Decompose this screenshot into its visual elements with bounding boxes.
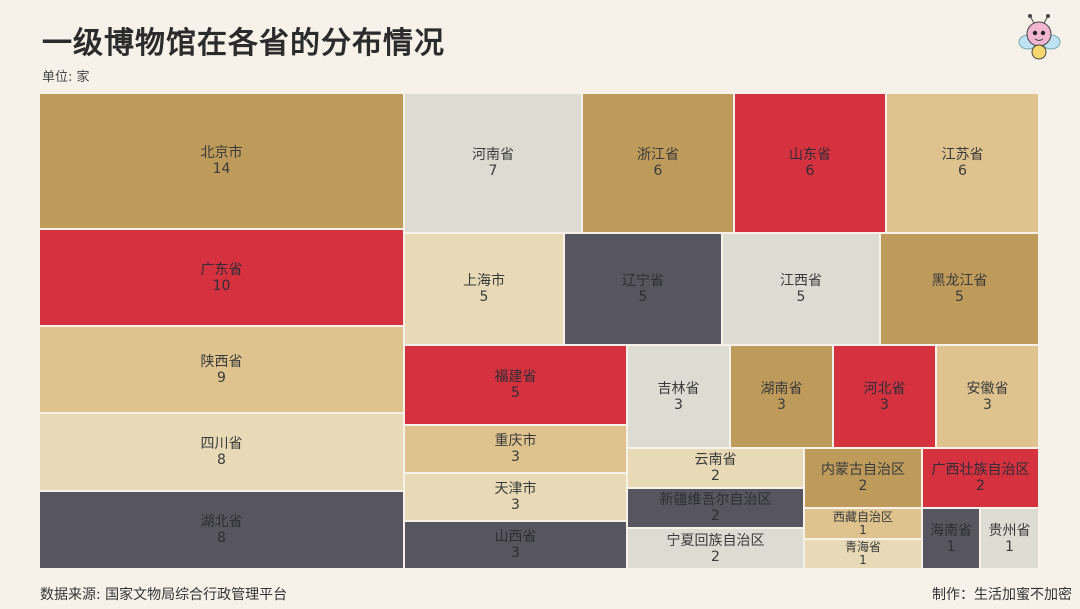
- tile-value: 3: [777, 396, 786, 413]
- tile-label: 青海省: [844, 540, 881, 554]
- tile-value: 2: [711, 548, 720, 565]
- treemap-tile: 辽宁省 5: [565, 234, 723, 346]
- treemap-tile: 云南省 2: [628, 449, 805, 489]
- tile-label: 湖南省: [760, 380, 803, 397]
- treemap-tile: 山东省 6: [735, 94, 887, 234]
- tile-label: 北京市: [200, 145, 243, 161]
- tile-value: 6: [653, 163, 663, 179]
- tile-label: 浙江省: [637, 147, 679, 163]
- tile-label: 黑龙江省: [931, 273, 988, 289]
- treemap-tile: 北京市 14: [40, 94, 405, 230]
- tile-label: 陕西省: [200, 353, 243, 370]
- tile-label: 上海市: [463, 273, 505, 289]
- tile-value: 2: [976, 478, 985, 494]
- tile-label: 江苏省: [941, 147, 984, 163]
- treemap-tile: 重庆市 3: [405, 426, 628, 474]
- tile-value: 14: [212, 161, 231, 177]
- treemap-tile: 海南省 1: [923, 509, 981, 570]
- tile-value: 5: [638, 289, 648, 305]
- chart-title: 一级博物馆在各省的分布情况: [42, 26, 445, 61]
- tile-value: 5: [796, 289, 806, 305]
- tile-value: 1: [859, 522, 867, 537]
- treemap-tile: 天津市 3: [405, 474, 628, 522]
- data-source: 数据来源: 国家文物局综合行政管理平台: [40, 587, 288, 603]
- tile-label: 天津市: [494, 481, 537, 497]
- tile-value: 1: [859, 553, 867, 567]
- tile-value: 2: [711, 468, 720, 484]
- tile-value: 2: [711, 508, 720, 524]
- tile-value: 3: [983, 396, 992, 413]
- treemap-tile: 贵州省 1: [981, 509, 1040, 570]
- tile-value: 3: [511, 449, 520, 465]
- treemap-tile: 宁夏回族自治区 2: [628, 529, 805, 570]
- treemap-tile: 河北省 3: [834, 346, 937, 449]
- tile-label: 广东省: [200, 261, 243, 278]
- tile-value: 1: [1005, 538, 1014, 555]
- treemap-tile: 青海省 1: [805, 540, 923, 570]
- tile-label: 内蒙古自治区: [821, 462, 905, 478]
- treemap-tile: 四川省 8: [40, 414, 405, 492]
- tile-value: 5: [955, 289, 964, 305]
- tile-label: 河北省: [863, 380, 906, 397]
- treemap-tile: 湖南省 3: [731, 346, 834, 449]
- tile-label: 江西省: [780, 273, 822, 289]
- tile-value: 3: [674, 396, 683, 413]
- treemap-tile: 山西省 3: [405, 522, 628, 570]
- treemap-tile: 河南省 7: [405, 94, 583, 234]
- tile-label: 四川省: [200, 436, 243, 452]
- tile-label: 湖北省: [200, 514, 243, 530]
- treemap-tile: 内蒙古自治区 2: [805, 449, 923, 509]
- bee-mascot-icon: [1018, 14, 1061, 60]
- treemap-tile: 江西省 5: [723, 234, 881, 346]
- tile-label: 西藏自治区: [832, 509, 893, 524]
- tile-value: 6: [958, 163, 967, 179]
- credit: 制作：生活加蜜不加密: [932, 587, 1072, 603]
- unit-label: 单位: 家: [42, 70, 90, 85]
- tile-value: 8: [217, 452, 226, 468]
- tile-value: 3: [511, 545, 520, 561]
- treemap-tile: 新疆维吾尔自治区 2: [628, 489, 805, 529]
- tile-value: 1: [946, 538, 956, 555]
- tile-label: 安徽省: [966, 380, 1009, 397]
- tile-label: 重庆市: [494, 433, 537, 449]
- tile-value: 8: [217, 530, 226, 546]
- treemap-tile: 湖北省 8: [40, 492, 405, 570]
- treemap-tile: 广西壮族自治区 2: [923, 449, 1040, 509]
- tile-label: 辽宁省: [622, 273, 664, 289]
- treemap-tile: 浙江省 6: [583, 94, 735, 234]
- tile-value: 9: [217, 369, 226, 386]
- treemap-tile: 广东省 10: [40, 230, 405, 327]
- treemap-tile: 福建省 5: [405, 346, 628, 426]
- tile-label: 广西壮族自治区: [931, 462, 1030, 478]
- treemap-tile: 江苏省 6: [887, 94, 1040, 234]
- tile-label: 河南省: [472, 147, 514, 163]
- tile-label: 福建省: [494, 369, 537, 385]
- treemap-tile: 陕西省 9: [40, 327, 405, 414]
- tile-value: 6: [805, 163, 815, 179]
- tile-value: 5: [511, 385, 520, 401]
- tile-value: 2: [858, 478, 868, 494]
- tile-label: 吉林省: [657, 380, 700, 397]
- tile-label: 云南省: [694, 452, 737, 468]
- tile-value: 3: [511, 497, 520, 513]
- treemap-tile: 西藏自治区 1: [805, 509, 923, 540]
- treemap-chart: 北京市 14 广东省 10 陕西省 9 四川省 8 湖北省 8 河南省 7 浙江省 6 山东省 6 江苏省 6 上海…: [40, 94, 1040, 570]
- tile-value: 10: [212, 277, 231, 294]
- treemap-tile: 黑龙江省 5: [881, 234, 1040, 346]
- tile-value: 3: [880, 396, 889, 413]
- tile-label: 贵州省: [988, 522, 1031, 539]
- tile-label: 山西省: [494, 529, 537, 545]
- tile-label: 海南省: [930, 522, 972, 539]
- tile-value: 5: [479, 289, 489, 305]
- treemap-tile: 上海市 5: [405, 234, 565, 346]
- tile-label: 山东省: [789, 147, 831, 163]
- treemap-tile: 安徽省 3: [937, 346, 1040, 449]
- treemap-tile: 吉林省 3: [628, 346, 731, 449]
- tile-label: 宁夏回族自治区: [666, 532, 765, 549]
- tile-label: 新疆维吾尔自治区: [659, 492, 772, 508]
- tile-value: 7: [488, 163, 498, 179]
